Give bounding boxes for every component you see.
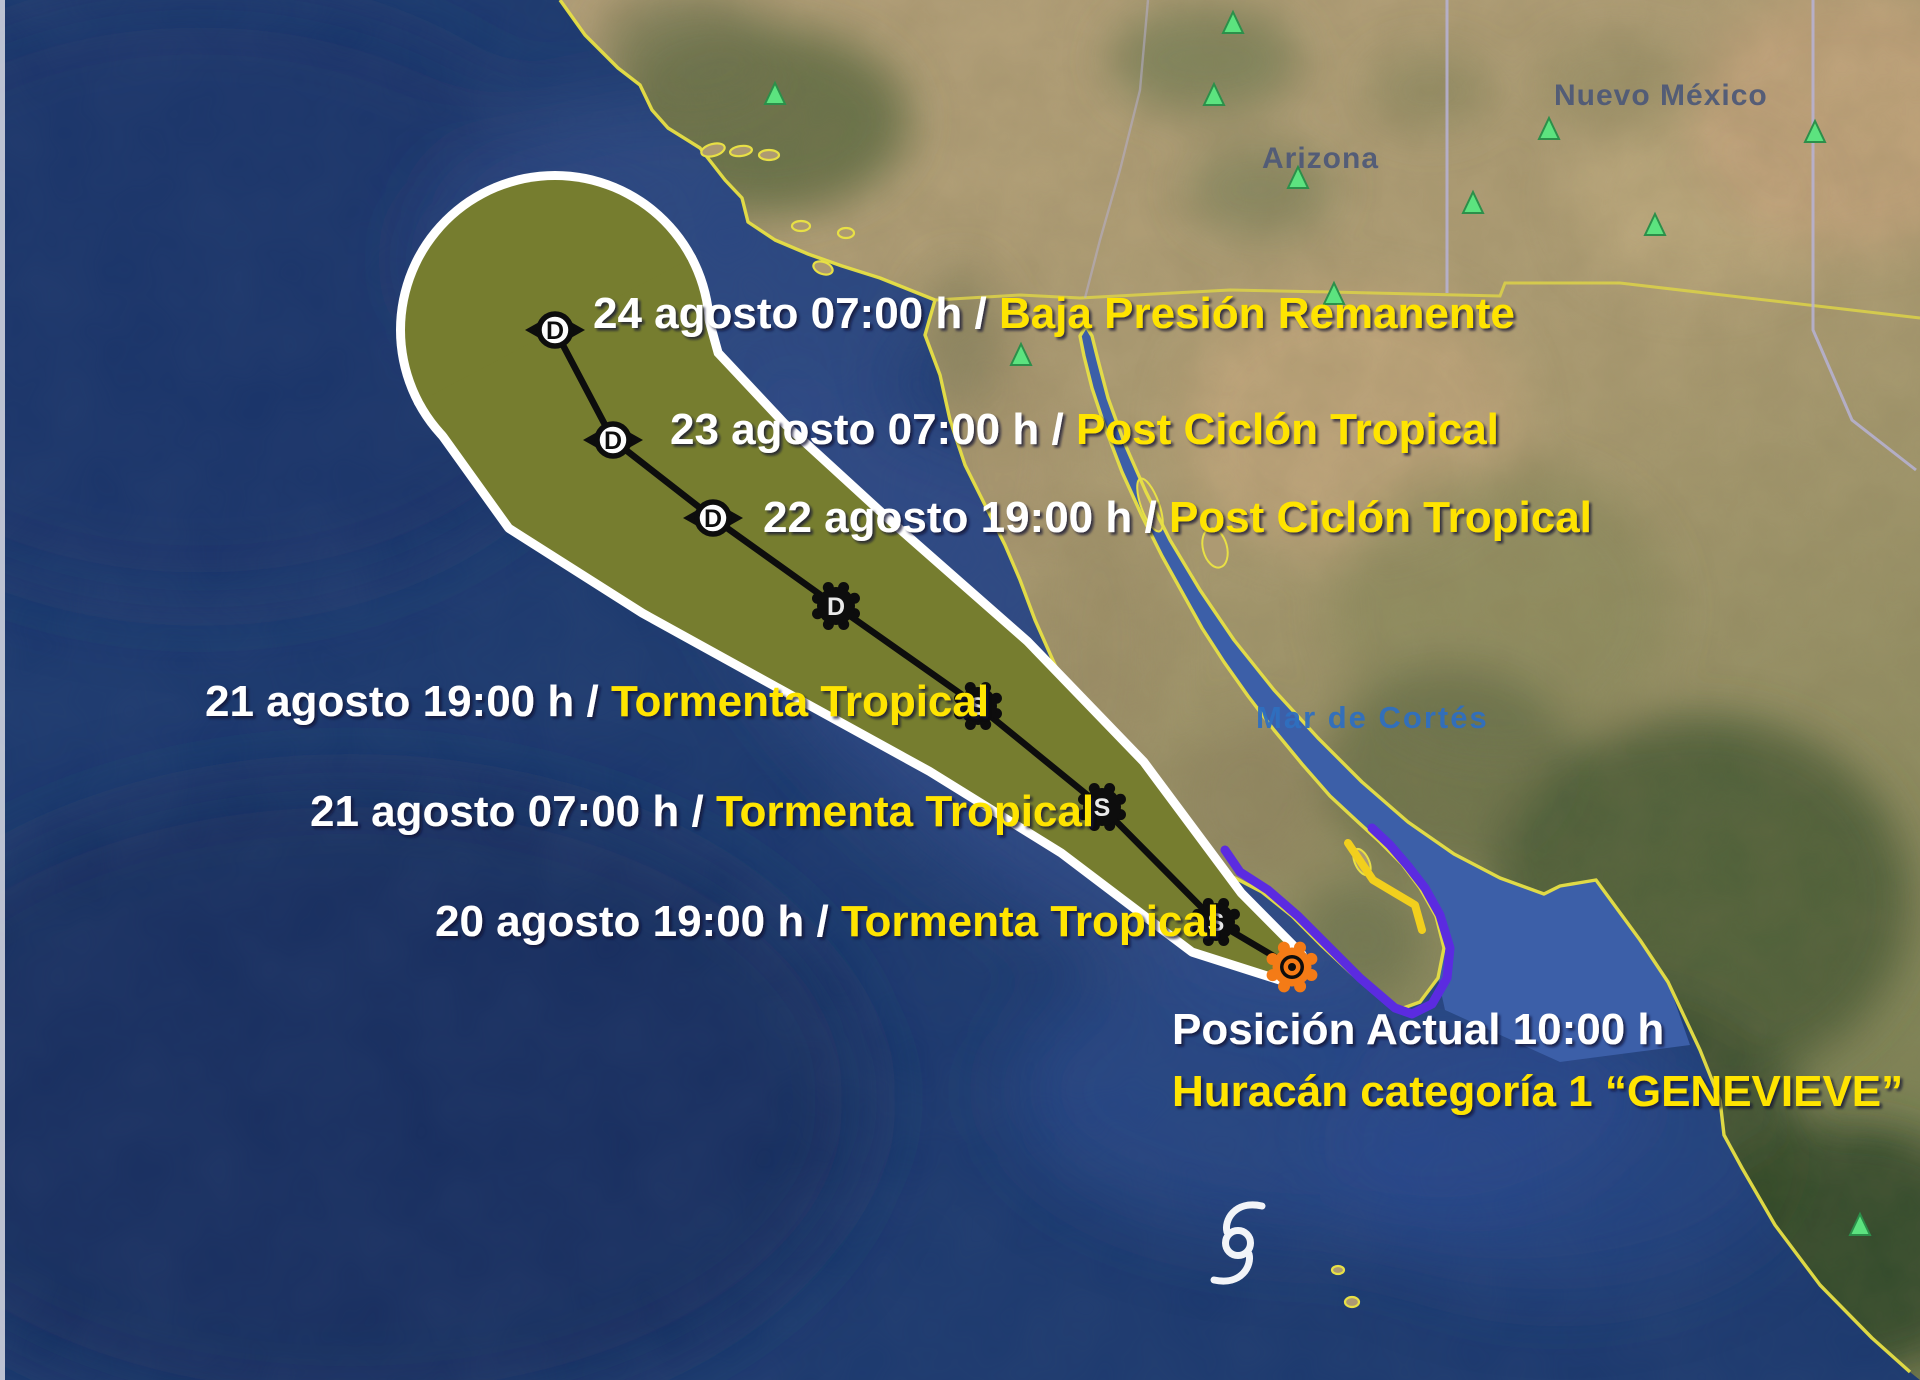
forecast-point-label: 21 agosto 19:00 h / Tormenta Tropical [205,677,989,726]
mar-de-cortes-label: Mar de Cortés [1256,700,1489,735]
track-point-marker: D [525,311,585,349]
nuevo-mexico-label: Nuevo México [1554,79,1768,112]
svg-text:D: D [704,505,722,533]
placemark-triangle-icon [763,80,787,105]
track-point-marker: S [1078,783,1126,831]
svg-text:S: S [970,693,987,721]
svg-text:D: D [546,317,564,345]
channel-islands [700,142,1361,1309]
placemark-triangle-icon [1461,189,1485,214]
forecast-point-label: 20 agosto 19:00 h / Tormenta Tropical [435,897,1219,946]
svg-text:S: S [1094,794,1111,822]
current-position-name-label: Huracán categoría 1 “GENEVIEVE” [1172,1067,1903,1116]
placemark-triangle-icon [1221,9,1245,34]
current-position-marker [1266,941,1318,993]
svg-text:S: S [1208,909,1225,937]
hurricane-warning-line [1220,823,1455,1019]
track-point-marker: D [812,582,860,630]
placemark-triangle-icon [1643,211,1667,236]
track-point-marker: S [1192,898,1240,946]
tropical-storm-icon [1210,1201,1266,1285]
forecast-point-label: 22 agosto 19:00 h / Post Ciclón Tropical [763,493,1592,542]
current-position-time-label: Posición Actual 10:00 h [1172,1005,1664,1054]
svg-text:D: D [604,427,622,455]
placemark-triangles [763,9,1872,1236]
forecast-point-label: 24 agosto 07:00 h / Baja Presión Remanen… [593,289,1515,338]
placemark-triangle-icon [1803,118,1827,143]
track-point-marker: D [683,499,743,537]
track-labels: 24 agosto 07:00 h / Baja Presión Remanen… [205,289,1903,1116]
forecast-point-label: 21 agosto 07:00 h / Tormenta Tropical [310,787,1094,836]
placemark-triangle-icon [1848,1211,1872,1236]
placemark-triangle-icon [1286,164,1310,189]
left-edge-strip [0,0,5,1380]
svg-text:D: D [827,593,845,621]
arizona-label: Arizona [1262,142,1379,175]
track-point-marker: D [583,421,643,459]
gulf-islands [1136,477,1372,877]
track-markers: D D D D S S S [525,311,1318,993]
placemark-triangle-icon [1322,280,1346,305]
placemark-triangle-icon [1009,341,1033,366]
state-borders [1083,0,1917,472]
forecast-point-label: 23 agosto 07:00 h / Post Ciclón Tropical [670,405,1499,454]
placemark-triangle-icon [1537,115,1561,140]
gulf-of-california [1080,326,1690,1062]
track-line [552,328,1294,970]
storm-watch-line [1344,839,1426,934]
placemark-triangle-icon [1202,81,1226,106]
track-point-marker: S [954,682,1002,730]
